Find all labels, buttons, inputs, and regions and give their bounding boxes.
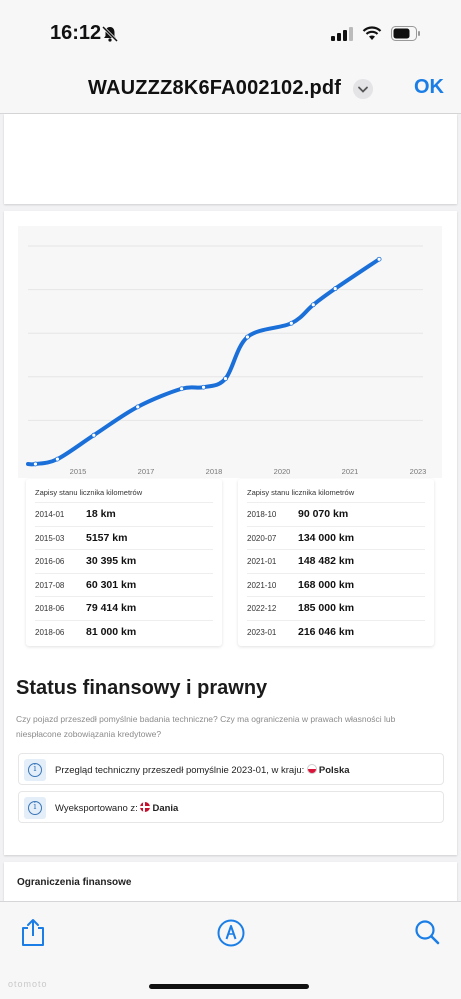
pdf-page: 2015 2017 2018 2020 2021 2023 Zapisy stanu li… [4, 211, 457, 855]
row-km: 79 414 km [86, 602, 137, 614]
mileage-chart: 2015 2017 2018 2020 2021 2023 [18, 226, 442, 478]
row-date: 2015-03 [35, 533, 65, 543]
row-km: 18 km [86, 508, 116, 520]
table-row: 2020-07 134 000 km [247, 525, 425, 550]
table-row: 2015-03 5157 km [35, 525, 213, 550]
mute-bell-icon [101, 25, 119, 43]
section-description: Czy pojazd przeszedł pomyślnie badania t… [16, 714, 396, 739]
info-icon: i [24, 759, 46, 781]
row-date: 2017-08 [35, 580, 65, 590]
data-point [288, 320, 294, 326]
data-point [245, 334, 250, 340]
cellular-signal-icon [331, 27, 353, 41]
bottom-toolbar [0, 901, 461, 999]
table-row: 2016-06 30 395 km [35, 549, 213, 573]
subsection-title: Ograniczenia finansowe [17, 877, 132, 888]
table-row: 2022-12 185 000 km [247, 596, 425, 620]
watermark-logo: otomoto [8, 979, 48, 989]
data-point [376, 256, 382, 262]
country-name: Dania [152, 803, 179, 814]
row-km: 90 070 km [298, 508, 349, 520]
x-tick-label: 2023 [410, 467, 427, 476]
home-indicator [149, 984, 309, 989]
row-date: 2018-06 [35, 604, 65, 613]
pdf-page-fragment: Ograniczenia finansowe [4, 862, 457, 902]
table-row: 2018-06 79 414 km [35, 596, 213, 620]
wifi-icon [362, 26, 382, 40]
info-text: Wyeksportowano z: Dania [55, 802, 178, 814]
data-point [201, 384, 206, 390]
table-row: 2023-01 216 046 km [247, 619, 425, 644]
table-row: 2018-10 90 070 km [247, 502, 425, 526]
row-date: 2022-12 [247, 604, 277, 613]
x-tick-label: 2020 [274, 467, 291, 476]
table-row: 2021-10 168 000 km [247, 572, 425, 597]
data-point [55, 456, 60, 462]
chevron-down-icon[interactable] [353, 79, 373, 99]
data-point [91, 432, 97, 438]
table-row: 2018-06 81 000 km [35, 619, 213, 644]
info-label: Przegląd techniczny przeszedł pomyślnie … [55, 765, 305, 776]
inspection-info-card: i Przegląd techniczny przeszedł pomyślni… [18, 753, 444, 785]
pdf-page-fragment [4, 114, 457, 204]
row-km: 60 301 km [86, 578, 137, 591]
mileage-table-right: Zapisy stanu licznika kilometrów 2018-10… [238, 479, 434, 646]
table-title: Zapisy stanu licznika kilometrów [247, 488, 355, 497]
row-km: 185 000 km [298, 602, 355, 614]
row-km: 216 046 km [298, 625, 355, 638]
clock: 16:12 [50, 22, 102, 44]
document-nav-bar: WAUZZZ8K6FA002102.pdf OK [0, 62, 461, 114]
mileage-table-left: Zapisy stanu licznika kilometrów 2014-01… [26, 479, 222, 646]
battery-icon [391, 26, 420, 41]
data-point [332, 286, 338, 292]
markup-pen-icon[interactable] [216, 918, 246, 948]
export-info-card: i Wyeksportowano z: Dania [18, 791, 444, 823]
row-date: 2021-01 [247, 557, 277, 566]
data-point [135, 404, 141, 410]
x-tick-label: 2021 [342, 467, 359, 476]
row-date: 2018-06 [35, 627, 65, 637]
table-row: 2021-01 148 482 km [247, 549, 425, 573]
x-tick-label: 2015 [70, 467, 87, 476]
status-bar: 16:12 [0, 0, 461, 62]
row-km: 168 000 km [298, 578, 355, 591]
row-km: 30 395 km [86, 555, 137, 567]
data-point [310, 302, 316, 308]
denmark-flag-icon [140, 802, 151, 812]
data-point [179, 386, 185, 392]
mileage-line-chart: 2015 2017 2018 2020 2021 2023 [26, 245, 427, 476]
row-date: 2016-06 [35, 557, 65, 566]
table-row: 2017-08 60 301 km [35, 572, 213, 597]
info-text: Przegląd techniczny przeszedł pomyślnie … [55, 764, 350, 776]
info-label: Wyeksportowano z: [55, 803, 138, 814]
data-point [33, 461, 38, 467]
share-icon[interactable] [19, 918, 47, 948]
table-title: Zapisy stanu licznika kilometrów [35, 488, 143, 497]
info-icon: i [24, 797, 46, 819]
row-km: 134 000 km [298, 531, 355, 544]
country-name: Polska [318, 765, 350, 776]
x-tick-label: 2018 [206, 467, 223, 476]
row-date: 2014-01 [35, 510, 65, 519]
row-km: 148 482 km [298, 555, 355, 567]
row-date: 2020-07 [247, 533, 277, 543]
document-title[interactable]: WAUZZZ8K6FA002102.pdf [88, 77, 342, 99]
poland-flag-icon [306, 764, 317, 774]
ok-button[interactable]: OK [414, 76, 444, 98]
row-date: 2021-10 [247, 580, 277, 590]
row-km: 81 000 km [86, 625, 137, 638]
row-date: 2023-01 [247, 627, 277, 637]
table-row: 2014-01 18 km [35, 502, 213, 526]
row-km: 5157 km [86, 531, 128, 544]
row-date: 2018-10 [247, 510, 277, 519]
data-point [223, 376, 228, 382]
x-tick-label: 2017 [138, 467, 155, 476]
section-heading: Status finansowy i prawny [16, 677, 268, 699]
search-icon[interactable] [413, 918, 441, 948]
